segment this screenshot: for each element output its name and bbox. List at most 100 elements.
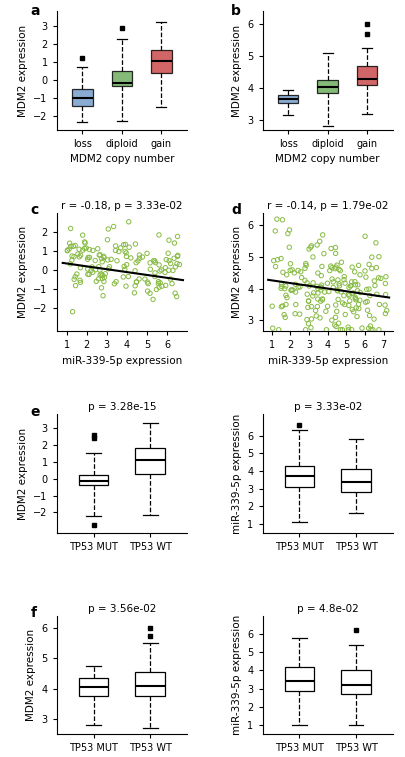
Point [150,293,156,305]
Point [77,274,83,286]
Point [336,280,343,292]
Title: p = 3.56e-02: p = 3.56e-02 [87,603,156,614]
Point [286,224,293,236]
Point [315,287,321,299]
PathPatch shape [72,89,93,106]
Point [67,223,74,235]
Point [319,293,326,305]
Point [333,305,340,317]
Point [310,277,316,289]
Point [123,280,129,292]
Point [352,276,358,288]
PathPatch shape [135,672,165,696]
Point [376,324,382,336]
Point [352,279,359,291]
Point [306,280,312,292]
Point [120,197,126,209]
Point [278,280,285,292]
Point [305,294,312,307]
Point [158,263,165,276]
Point [335,274,341,286]
Point [92,263,99,276]
Point [174,230,181,242]
Point [281,309,287,321]
Point [67,258,74,270]
Point [132,265,138,277]
Point [346,282,352,294]
Point [332,241,339,254]
Point [354,310,360,322]
Point [106,260,113,273]
Point [278,253,284,265]
Point [166,234,172,246]
Point [374,288,380,301]
Point [171,252,177,264]
Point [64,245,70,257]
Point [308,301,315,313]
Point [315,267,321,279]
Point [302,274,308,286]
Point [278,301,285,313]
Point [97,269,103,282]
Point [305,318,312,330]
Point [71,251,77,263]
Point [355,298,362,310]
Point [69,250,75,262]
Text: c: c [31,204,39,217]
Point [287,257,294,269]
Point [315,282,321,294]
Point [122,238,129,251]
Point [356,303,362,315]
Point [363,283,370,295]
Point [279,213,286,226]
Point [152,257,158,269]
Point [310,287,317,299]
Point [102,268,109,280]
Point [83,242,90,254]
PathPatch shape [341,469,371,492]
Point [84,254,91,266]
Point [165,248,171,260]
Y-axis label: MDM2 expression: MDM2 expression [232,24,242,117]
Point [341,273,347,285]
Point [139,251,146,263]
Point [89,261,95,273]
Point [350,306,357,318]
Point [151,270,158,282]
Point [171,237,178,249]
Point [316,235,323,248]
Point [77,276,83,288]
Point [101,251,107,263]
Point [278,282,284,294]
Point [290,284,296,296]
Point [364,304,371,316]
Point [98,253,105,265]
Point [310,251,316,263]
Point [144,276,151,288]
Point [345,321,352,333]
Point [371,313,377,326]
Point [133,276,140,288]
Point [292,298,299,310]
Point [136,273,142,285]
Point [147,263,153,276]
Point [333,261,339,273]
Point [357,294,363,307]
Point [323,305,329,317]
Point [278,278,285,290]
Point [337,265,343,277]
Point [125,270,132,282]
Point [126,216,132,228]
Point [305,295,312,307]
Point [100,251,107,263]
Point [162,266,168,279]
Point [145,285,151,298]
Point [382,288,389,301]
Point [162,279,169,291]
Point [328,260,334,272]
Point [98,268,104,280]
Point [100,290,106,302]
Text: b: b [231,5,241,18]
Point [354,285,361,297]
Point [281,282,288,294]
